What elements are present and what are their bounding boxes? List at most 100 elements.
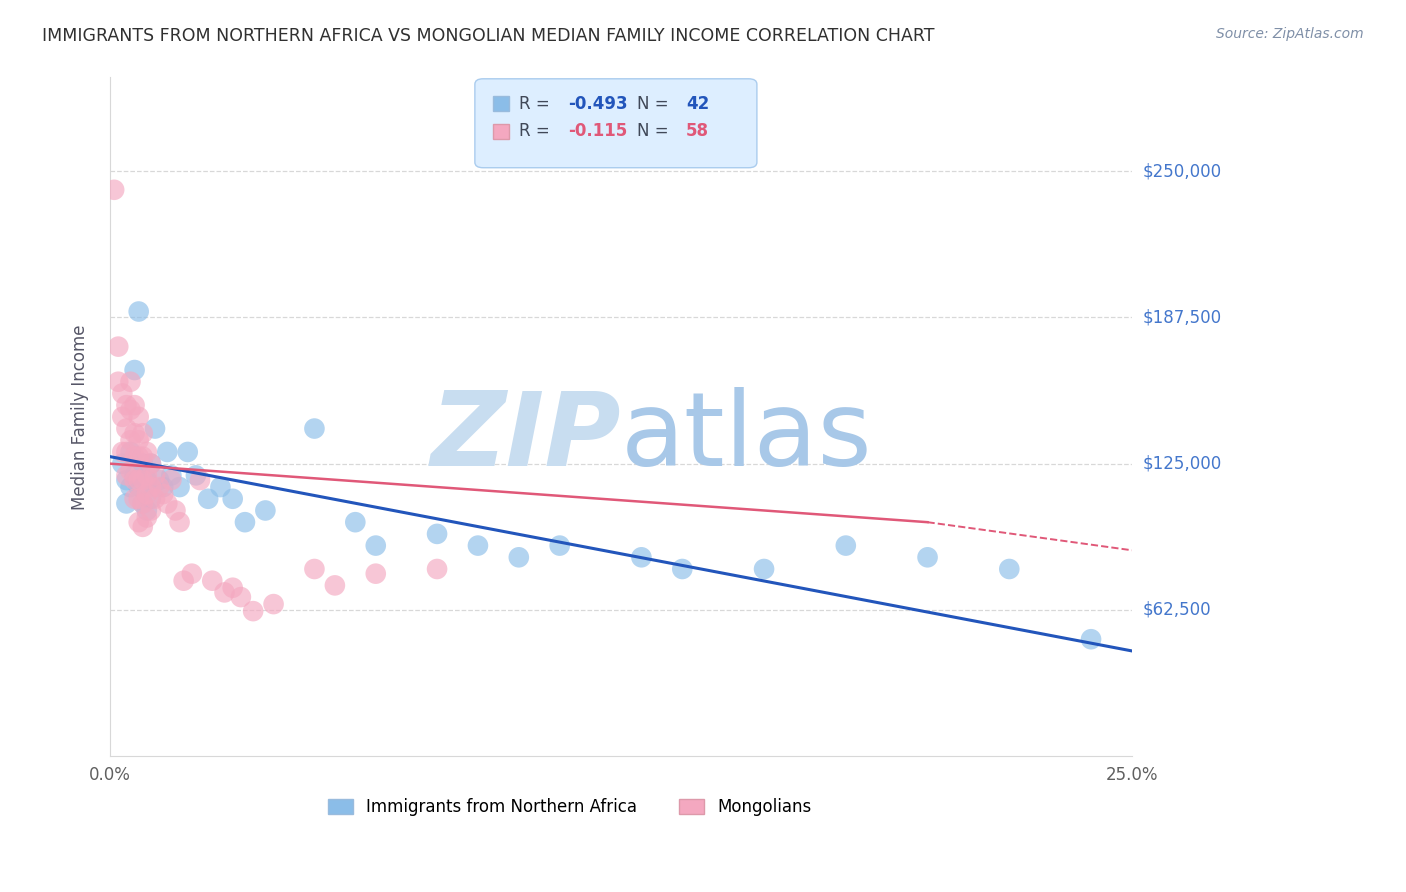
Point [103,183,125,197]
Text: IMMIGRANTS FROM NORTHERN AFRICA VS MONGOLIAN MEDIAN FAMILY INCOME CORRELATION CH: IMMIGRANTS FROM NORTHERN AFRICA VS MONGO… [42,27,935,45]
Point [120,375,142,389]
Point [132,426,155,441]
Point [124,426,146,441]
Point [233,515,256,529]
Point [135,503,157,517]
Point [201,574,224,588]
FancyBboxPatch shape [494,96,509,112]
Text: 58: 58 [686,122,709,140]
Point [177,445,200,459]
Point [364,566,387,581]
Text: atlas: atlas [621,387,873,488]
Point [135,445,157,459]
Point [169,480,191,494]
Point [222,491,245,506]
Point [128,450,150,464]
Point [111,457,134,471]
Point [128,473,150,487]
Point [132,496,155,510]
Point [156,445,179,459]
Point [115,445,138,459]
Point [160,473,183,487]
Text: -0.115: -0.115 [568,122,627,140]
Point [214,585,236,599]
Point [120,480,142,494]
Point [254,503,277,517]
Point [128,304,150,318]
Point [263,597,285,611]
Point [143,421,166,435]
FancyBboxPatch shape [494,124,509,138]
Point [120,445,142,459]
Point [152,487,174,501]
Point [115,496,138,510]
Point [143,468,166,483]
Point [135,468,157,483]
Point [128,491,150,506]
Point [120,402,142,417]
Point [156,496,179,510]
Point [139,480,162,494]
Point [120,434,142,448]
Point [364,539,387,553]
Y-axis label: Median Family Income: Median Family Income [72,324,89,509]
Point [752,562,775,576]
Point [132,450,155,464]
Point [139,491,162,506]
Point [111,409,134,424]
Point [671,562,693,576]
Point [165,503,187,517]
Point [304,421,326,435]
Point [124,491,146,506]
Text: R =: R = [519,122,550,140]
Point [135,510,157,524]
Point [124,398,146,412]
Point [148,473,170,487]
Point [835,539,858,553]
Point [111,386,134,401]
Point [135,473,157,487]
Point [124,473,146,487]
Text: ZIP: ZIP [430,387,621,488]
Text: $125,000: $125,000 [1143,455,1222,473]
Point [209,480,232,494]
Point [128,480,150,494]
Text: -0.493: -0.493 [568,95,628,113]
Point [173,574,195,588]
Point [242,604,264,618]
Point [132,473,155,487]
Point [917,550,939,565]
Point [222,581,245,595]
Point [139,457,162,471]
FancyBboxPatch shape [475,78,756,168]
Point [120,464,142,478]
Point [467,539,489,553]
Text: $250,000: $250,000 [1143,162,1222,180]
Point [143,491,166,506]
Text: Source: ZipAtlas.com: Source: ZipAtlas.com [1216,27,1364,41]
Point [132,457,155,471]
Point [124,363,146,377]
Point [111,445,134,459]
Text: $187,500: $187,500 [1143,309,1222,326]
Point [139,503,162,517]
Point [128,409,150,424]
Text: N =: N = [637,95,668,113]
Point [197,491,219,506]
Point [107,375,129,389]
Point [323,578,346,592]
Text: R =: R = [519,95,550,113]
Point [128,434,150,448]
Point [508,550,530,565]
Point [152,480,174,494]
Point [426,562,449,576]
Point [344,515,367,529]
Point [1080,632,1102,647]
Point [139,457,162,471]
Point [548,539,571,553]
Text: 42: 42 [686,95,709,113]
Point [184,468,207,483]
Point [304,562,326,576]
Point [135,487,157,501]
Point [188,473,211,487]
